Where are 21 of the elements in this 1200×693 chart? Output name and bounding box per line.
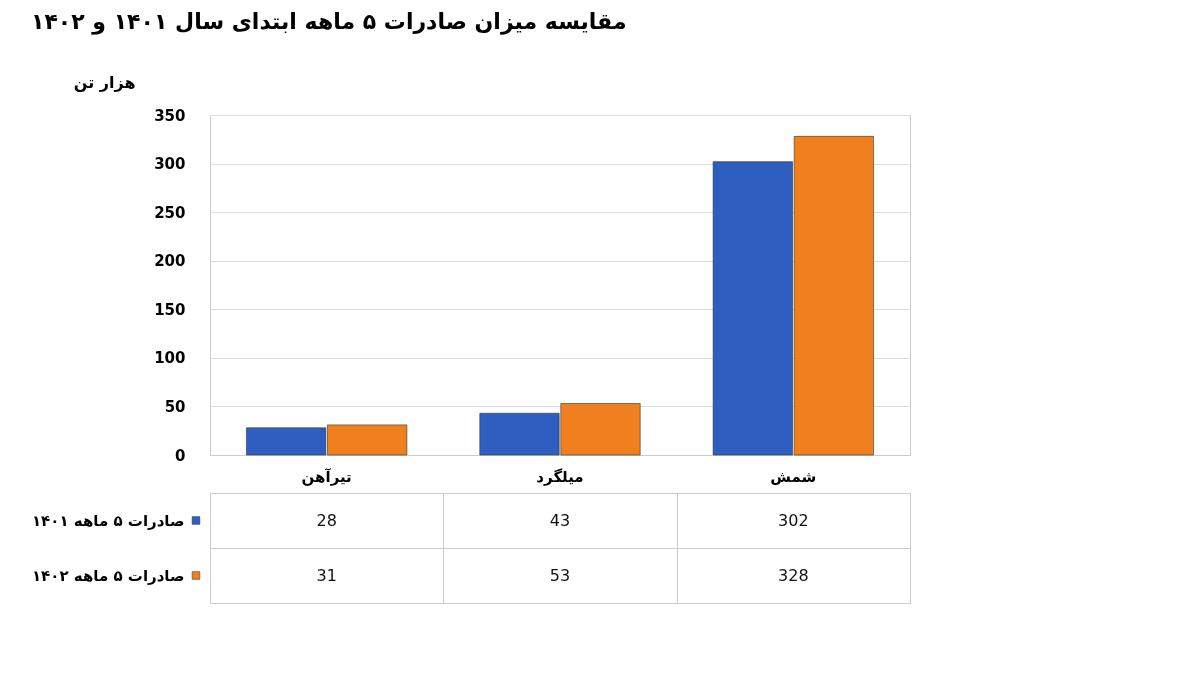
y-tick-label: 300 — [154, 155, 186, 174]
y-tick-label: 150 — [154, 300, 186, 319]
y-tick-label: 350 — [154, 106, 186, 125]
y-axis-title: هزار تن — [73, 72, 136, 92]
y-tick-label: 200 — [154, 252, 186, 271]
x-tick-label: میلگرد — [536, 467, 584, 486]
legend-label: صادرات ۵ ماهه ۱۴۰۱ — [31, 512, 185, 530]
x-tick-label: تیرآهن — [301, 467, 352, 486]
data-label: 43 — [549, 510, 571, 530]
x-tick-label: شمش — [770, 467, 817, 486]
data-label: 28 — [316, 510, 337, 530]
y-tick-label: 250 — [154, 203, 186, 222]
legend-label: صادرات ۵ ماهه ۱۴۰۲ — [31, 567, 185, 585]
y-tick-label: 100 — [154, 349, 186, 368]
data-label: 31 — [316, 565, 337, 585]
y-tick-label: 0 — [175, 446, 186, 465]
data-label: 53 — [549, 565, 571, 585]
chart-title: مقایسه میزان صادرات ۵ ماهه ابتدای سال ۱۴۰۱ و ۱۴۰۲ — [30, 8, 627, 35]
data-label: 302 — [778, 510, 809, 530]
y-tick-label: 50 — [164, 397, 186, 416]
data-label: 328 — [778, 565, 809, 585]
